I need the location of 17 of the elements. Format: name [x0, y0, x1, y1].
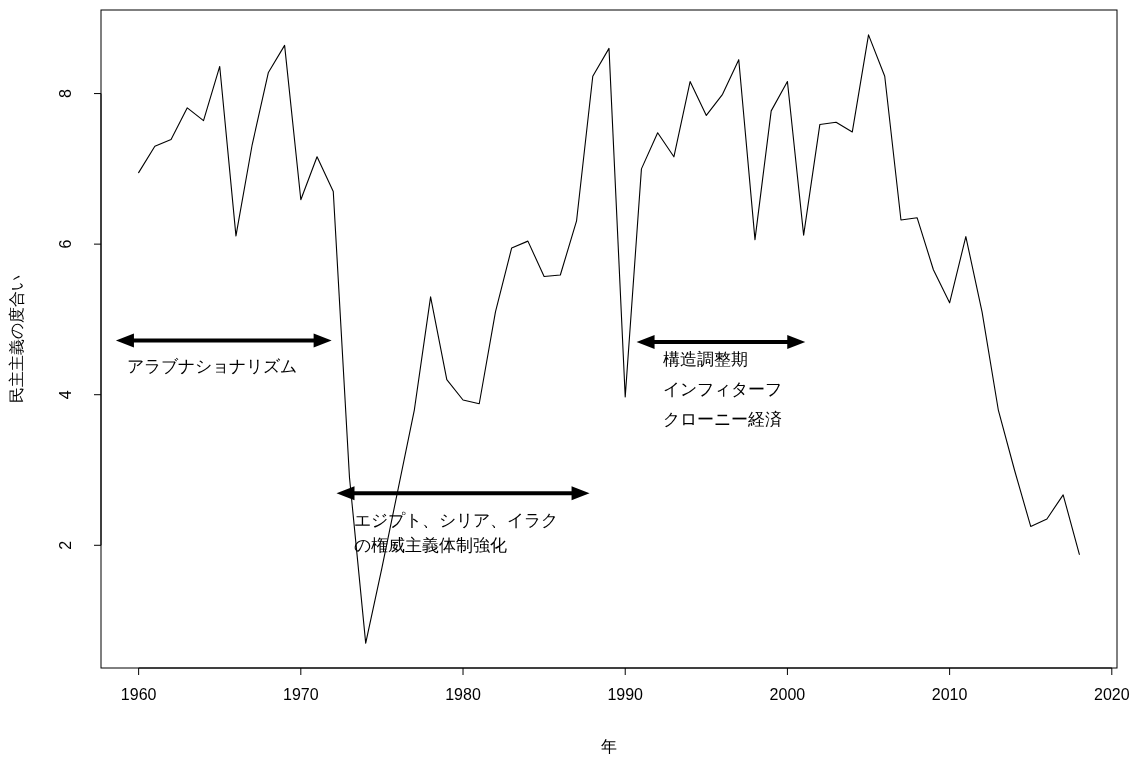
x-tick-label: 2020: [1094, 686, 1130, 703]
x-tick-label: 1980: [445, 686, 481, 703]
y-tick-label: 2: [57, 540, 74, 550]
annotation: 構造調整期: [662, 349, 748, 369]
y-tick-label: 4: [57, 390, 74, 400]
y-tick-label: 8: [57, 89, 74, 99]
annotation: アラブナショナリズム: [127, 357, 298, 377]
x-tick-label: 2000: [769, 686, 806, 703]
y-axis-title: 民主主義の度合い: [8, 275, 25, 403]
x-axis-title: 年: [601, 738, 617, 755]
x-tick-label: 1990: [607, 686, 644, 703]
x-tick-label: 1960: [120, 686, 157, 703]
x-tick-label: 1970: [283, 686, 319, 703]
annotation: インフィターフ: [662, 379, 782, 399]
y-tick-label: 6: [57, 239, 74, 249]
x-tick-label: 2010: [931, 686, 968, 703]
annotation: クローニー経済: [662, 409, 782, 429]
